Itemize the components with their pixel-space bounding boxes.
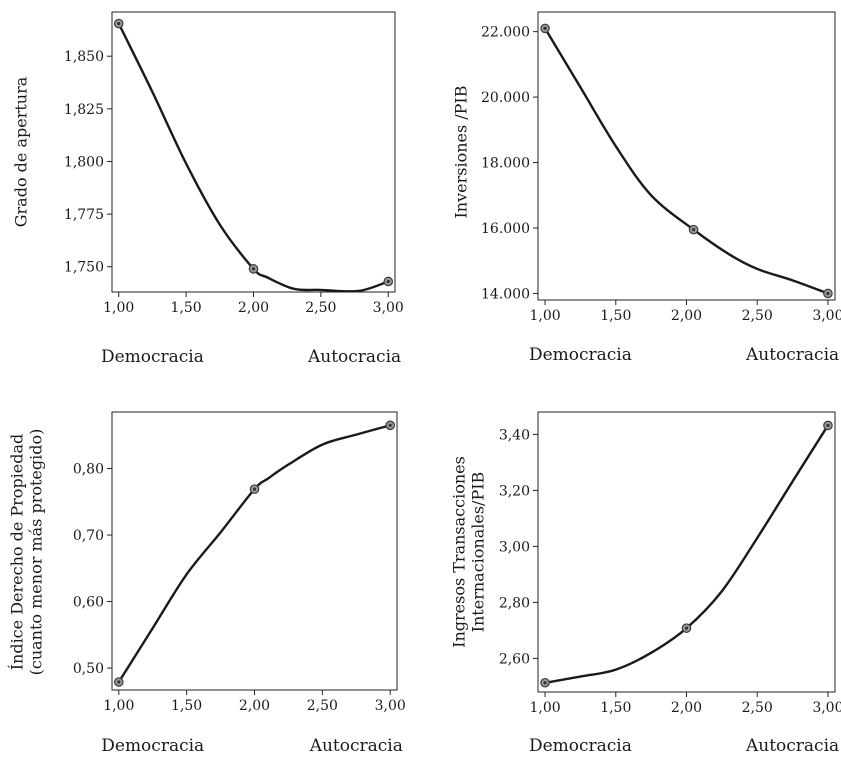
plot-frame (537, 11, 836, 301)
x-tick-label: 3,00 (812, 700, 841, 716)
y-tick-label: 14.000 (481, 286, 530, 302)
plot-frame (537, 411, 836, 693)
data-point-core (543, 681, 547, 685)
y-tick-label: 1,825 (64, 102, 104, 118)
x-tick-label: 3,00 (373, 300, 404, 316)
y-tick-label: 2,60 (499, 651, 530, 667)
x-tick-label: 1,00 (103, 698, 134, 714)
y-axis-title: Grado de apertura (12, 76, 31, 227)
y-tick-label: 0,50 (73, 661, 104, 677)
x-label-democracia: Democracia (101, 736, 204, 756)
y-tick-label: 1,750 (64, 260, 104, 276)
data-point-core (117, 680, 121, 684)
y-tick-label: 16.000 (481, 221, 530, 237)
series-line (543, 424, 830, 684)
x-label-autocracia: Autocracia (307, 347, 401, 367)
x-tick-label: 2,00 (671, 308, 702, 324)
x-tick-label: 1,00 (529, 308, 560, 324)
x-tick-label: 1,00 (529, 700, 560, 716)
data-point-core (117, 21, 121, 26)
y-tick-label: 1,775 (64, 207, 104, 223)
y-tick-label: 18.000 (481, 156, 530, 172)
y-axis-title: Internacionales/PIB (469, 472, 488, 633)
x-tick-label: 3,00 (375, 698, 406, 714)
x-tick-label: 2,50 (307, 698, 338, 714)
chart-panel-4: 1,00 1,50 2,00 2,50 3,00 2,60 2,80 3,00 3,20 3,40… (450, 411, 841, 756)
data-point-core (826, 423, 830, 428)
x-tick-label: 2,50 (742, 308, 773, 324)
y-tick-label: 20.000 (481, 90, 530, 106)
y-tick-label: 1,850 (64, 49, 104, 65)
data-point-core (691, 228, 696, 232)
chart-panel-3: 1,00 1,50 2,00 2,50 3,00 0,50 0,60 0,70 0,80 Índi… (7, 411, 406, 756)
plot-frame (111, 411, 398, 691)
y-tick-label: 0,70 (73, 528, 104, 544)
y-tick-label: 0,80 (73, 462, 104, 478)
data-point-core (388, 423, 392, 427)
data-point-core (252, 487, 257, 491)
x-tick-label: 1,50 (171, 698, 202, 714)
y-axis-title: (cuanto menor más protegido) (27, 429, 46, 676)
data-point-core (251, 267, 256, 271)
x-label-democracia: Democracia (101, 347, 204, 367)
x-tick-label: 2,00 (671, 700, 702, 716)
series-line (117, 22, 390, 293)
x-tick-label: 2,50 (742, 700, 773, 716)
x-tick-label: 1,50 (600, 308, 631, 324)
data-point-core (543, 26, 547, 30)
x-label-democracia: Democracia (529, 736, 632, 756)
x-tick-label: 3,00 (812, 308, 841, 324)
x-label-democracia: Democracia (529, 345, 632, 365)
y-tick-label: 22.000 (481, 25, 530, 41)
y-tick-label: 1,800 (64, 154, 104, 170)
x-label-autocracia: Autocracia (309, 736, 403, 756)
x-label-autocracia: Autocracia (745, 345, 839, 365)
data-point-core (386, 279, 390, 284)
y-tick-label: 3,00 (499, 539, 530, 555)
series-line (543, 27, 830, 295)
chart-panel-2: 1,00 1,50 2,00 2,50 3,00 14.000 16.000 18.000 20… (452, 11, 841, 365)
y-tick-label: 3,40 (499, 427, 530, 443)
y-tick-label: 2,80 (499, 595, 530, 611)
y-tick-label: 0,60 (73, 595, 104, 611)
y-axis-title: Inversiones /PIB (452, 85, 471, 218)
x-tick-label: 1,50 (171, 300, 202, 316)
series-line (117, 424, 392, 684)
x-label-autocracia: Autocracia (745, 736, 839, 756)
x-tick-label: 1,00 (103, 300, 134, 316)
x-tick-label: 1,50 (600, 700, 631, 716)
chart-panel-1: 1,00 1,50 2,00 2,50 3,00 1,750 1,775 1,800 1,825… (12, 11, 404, 367)
x-tick-label: 2,00 (238, 300, 269, 316)
x-tick-label: 2,00 (239, 698, 270, 714)
plot-frame (111, 11, 396, 293)
y-axis-title: Índice Derecho de Propiedad (7, 434, 27, 671)
y-axis-title: Ingresos Transacciones (450, 456, 469, 648)
x-tick-label: 2,50 (305, 300, 336, 316)
y-tick-label: 3,20 (499, 483, 530, 499)
data-point-core (826, 291, 830, 296)
data-point-core (684, 626, 689, 630)
